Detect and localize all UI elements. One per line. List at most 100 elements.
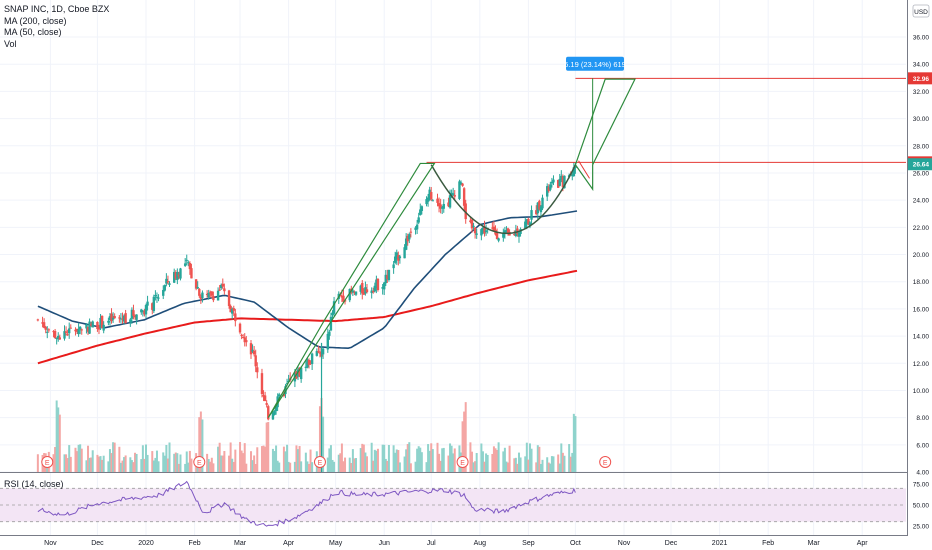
volume-bar: [376, 448, 379, 472]
volume-bar: [289, 462, 292, 472]
candle-body: [88, 321, 91, 334]
volume-bar: [517, 452, 520, 472]
candle-body: [513, 234, 516, 236]
candle-body: [212, 295, 215, 301]
target-level-tag: [908, 72, 932, 85]
volume-bar: [525, 442, 528, 472]
candle-body: [315, 350, 319, 356]
volume-bar: [541, 459, 544, 472]
candle-body: [558, 178, 561, 186]
volume-bar: [497, 442, 500, 472]
candle-body: [196, 286, 199, 289]
candle-body: [365, 289, 369, 293]
candle-body: [528, 222, 532, 227]
candle-body: [574, 167, 577, 169]
volume-bar: [287, 461, 290, 472]
volume-bar: [417, 446, 420, 472]
volume-bar: [405, 449, 408, 472]
volume-bar: [342, 461, 345, 472]
target-level-label: 32.96: [913, 76, 930, 83]
legend-vol[interactable]: Vol: [4, 38, 17, 49]
price-axis[interactable]: USD 36.00 34.00 32.00 30.00 28.00 26.00 24.00 22…: [908, 0, 932, 536]
legend-ma200[interactable]: MA (200, close): [4, 15, 67, 26]
legend-rsi[interactable]: RSI (14, close): [4, 479, 64, 489]
volume-bar: [337, 454, 340, 472]
candle-body: [306, 359, 309, 368]
volume-bar: [77, 444, 80, 472]
volume-bar: [535, 462, 538, 472]
candle-body: [458, 181, 461, 199]
volume-bar: [107, 461, 110, 472]
volume-bar: [275, 445, 278, 472]
price-tick: 34.00: [913, 62, 930, 69]
volume-bar: [386, 460, 389, 472]
candle-body: [392, 264, 395, 269]
candle-body: [310, 353, 314, 365]
time-tick: Oct: [570, 540, 581, 547]
candle-body: [483, 226, 486, 234]
volume-bar: [560, 443, 563, 472]
time-tick: Apr: [857, 540, 869, 547]
candle-body: [245, 340, 248, 343]
volume-bar: [394, 452, 397, 472]
candle-body: [108, 316, 112, 321]
cup-arc: [430, 164, 577, 235]
time-tick: Sep: [522, 540, 535, 547]
candle-body: [89, 323, 93, 326]
candle-body: [448, 195, 452, 208]
candle-body: [353, 291, 356, 293]
candle-body: [163, 284, 167, 291]
legend-symbol[interactable]: SNAP INC, 1D, Cboe BZX: [4, 4, 110, 14]
volume-bar: [392, 445, 395, 472]
volume-bar: [492, 446, 495, 472]
volume-bar: [112, 442, 115, 472]
volume-bar: [264, 446, 267, 472]
volume-bar: [331, 459, 334, 472]
volume-bar: [304, 452, 307, 472]
volume-bar: [397, 450, 400, 472]
candle-body: [198, 288, 201, 296]
candle-body: [470, 219, 474, 229]
candle-body: [414, 227, 417, 230]
volume-bar: [318, 406, 321, 472]
candle-body: [53, 330, 57, 338]
candle-body: [119, 318, 123, 320]
candle-body: [419, 209, 422, 216]
volume-bar: [486, 454, 489, 472]
candle-body: [462, 188, 466, 206]
price-tick: 6.00: [916, 442, 929, 449]
candle-body: [393, 256, 397, 263]
volume-bar: [463, 411, 466, 472]
volume-bar: [190, 458, 193, 472]
legend-ma50[interactable]: MA (50, close): [4, 27, 62, 37]
volume-bar: [485, 453, 488, 472]
volume-bar: [474, 461, 477, 472]
time-axis[interactable]: Nov Dec 2020 Feb Mar Apr May Jun Jul Aug Sep Oct Nov…: [44, 540, 868, 547]
pattern-drawings[interactable]: 6.19 (23.14%) 619: [267, 56, 906, 418]
candle-body: [166, 281, 170, 283]
volume-bar: [450, 445, 453, 472]
candle-body: [514, 230, 518, 237]
earnings-marker: [193, 456, 206, 468]
candle-body: [408, 234, 411, 240]
candle-body: [473, 227, 477, 234]
candle-body: [430, 192, 433, 200]
candle-body: [441, 207, 444, 209]
volume-bar: [505, 461, 508, 472]
volume-bar: [538, 446, 541, 472]
volume-bar: [355, 458, 358, 472]
earnings-marker: [41, 456, 54, 468]
candle-body: [129, 319, 132, 323]
candle-body: [210, 291, 214, 296]
candle-body: [154, 295, 157, 297]
candle-body: [151, 303, 154, 310]
volume-bar: [130, 460, 133, 472]
candle-body: [118, 317, 121, 319]
candle-body: [47, 329, 51, 331]
volume-bar: [307, 463, 310, 472]
volume-bar: [353, 458, 356, 472]
volume-bar: [513, 458, 516, 472]
volume-bar: [333, 461, 336, 472]
